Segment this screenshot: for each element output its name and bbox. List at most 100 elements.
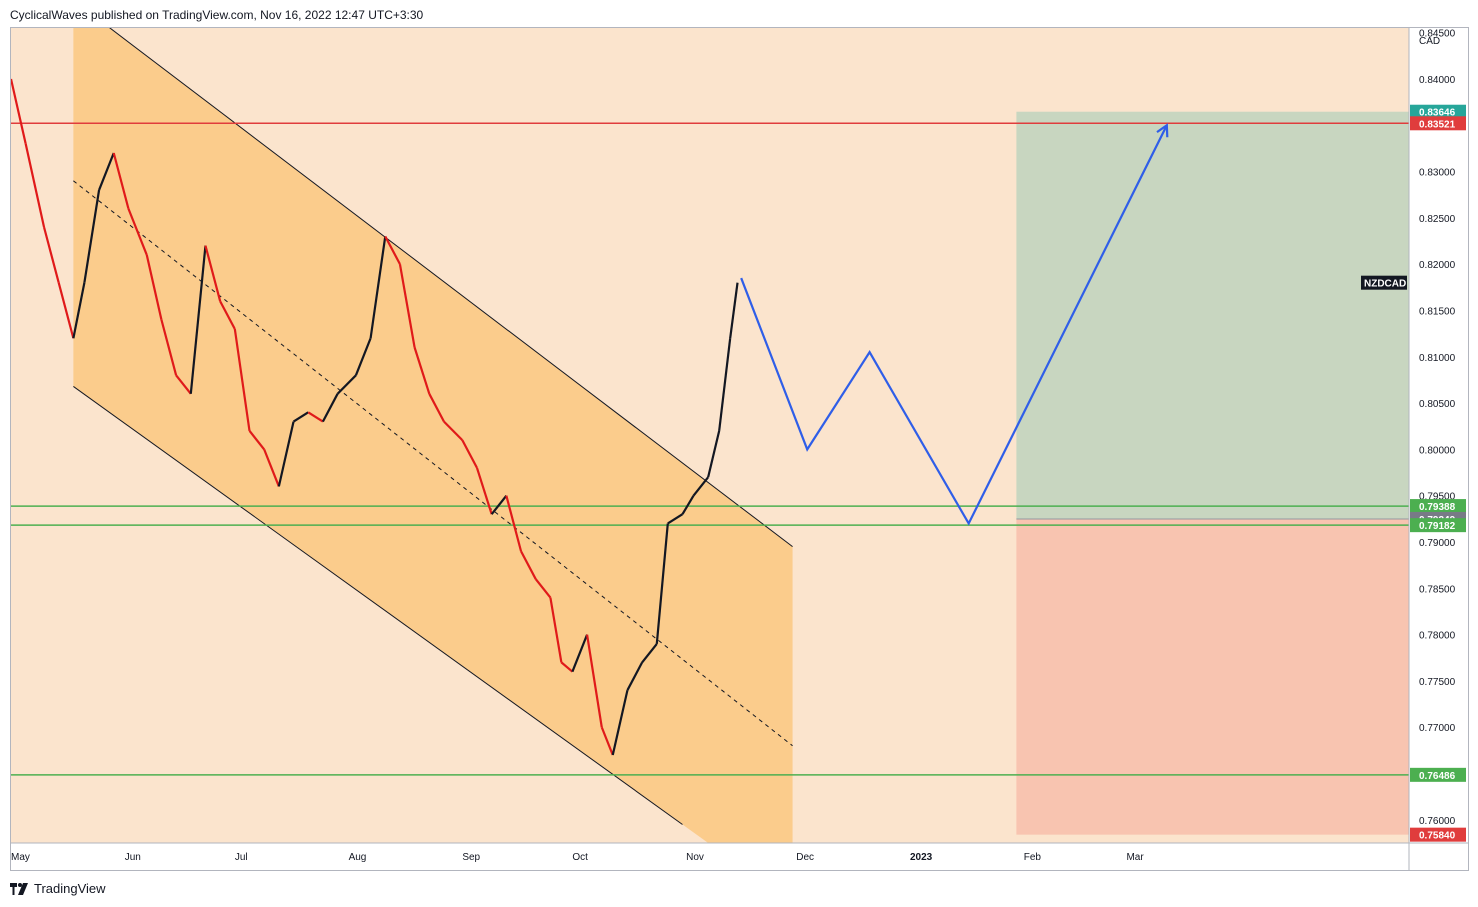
y-tick-label: 0.82500: [1419, 214, 1456, 225]
target-zone: [1016, 111, 1409, 519]
price-segment: [692, 476, 710, 497]
price-segment: [626, 661, 644, 691]
price-segment: [292, 411, 309, 423]
x-tick-label: Nov: [686, 852, 704, 863]
y-tick-label: 0.83000: [1419, 168, 1456, 179]
channel-mid-line: [73, 180, 793, 747]
price-segment: [175, 374, 192, 395]
price-segment: [127, 208, 148, 256]
level-price-label: 0.79388: [1419, 502, 1456, 513]
x-tick-label: Feb: [1024, 852, 1042, 863]
price-segment: [248, 430, 266, 451]
x-tick-label: Jun: [125, 852, 141, 863]
x-tick-label: Oct: [572, 852, 588, 863]
tradingview-logo-icon: [10, 882, 28, 895]
level-price-tag: [1410, 104, 1466, 119]
level-price-tag: [1410, 499, 1466, 514]
y-tick-label: 0.78500: [1419, 584, 1456, 595]
price-segment: [145, 254, 163, 320]
symbol-label: NZDCAD: [1364, 279, 1406, 290]
level-price-tag: [1410, 116, 1466, 131]
price-segment: [534, 578, 552, 599]
price-segment: [354, 337, 372, 376]
y-tick-label: 0.76000: [1419, 816, 1456, 827]
y-tick-label: 0.77500: [1419, 677, 1456, 688]
level-price-tag: [1410, 518, 1466, 533]
price-segment: [72, 282, 86, 339]
price-segment: [571, 634, 589, 673]
price-segment: [718, 338, 732, 431]
price-segment: [655, 523, 669, 644]
price-segment: [398, 263, 416, 348]
channel-upper-line: [109, 28, 793, 548]
price-segment: [307, 411, 324, 423]
price-segment: [667, 513, 684, 525]
publish-attribution: CyclicalWaves published on TradingView.c…: [10, 8, 424, 22]
price-segment: [585, 634, 603, 728]
channel-group: [73, 28, 793, 843]
price-segment: [204, 245, 222, 302]
price-segment: [443, 420, 464, 441]
channel-lower-line: [73, 386, 683, 825]
chart-frame[interactable]: CAD0.845000.840000.835000.830000.825000.…: [10, 27, 1469, 871]
x-tick-label: Aug: [349, 852, 367, 863]
price-segment: [490, 495, 508, 515]
tradingview-brand-text: TradingView: [34, 881, 106, 896]
currency-label: CAD: [1419, 36, 1440, 47]
x-tick-label: May: [11, 852, 30, 863]
price-segment: [189, 245, 207, 394]
price-segment: [600, 726, 614, 756]
x-tick-label: Mar: [1126, 852, 1144, 863]
price-segment: [475, 467, 493, 515]
y-tick-label: 0.80500: [1419, 399, 1456, 410]
price-segment: [681, 495, 695, 515]
symbol-tag: [1361, 275, 1407, 290]
stop-zone: [1016, 518, 1409, 835]
price-segment: [641, 643, 658, 664]
price-segment: [336, 374, 357, 395]
y-tick-label: 0.80000: [1419, 445, 1456, 456]
projection-arrowhead: [1156, 123, 1169, 138]
price-segment: [384, 235, 401, 265]
y-tick-label: 0.84000: [1419, 75, 1456, 86]
y-tick-label: 0.77000: [1419, 723, 1456, 734]
channel-fill: [73, 28, 793, 843]
tradingview-logo[interactable]: TradingView: [10, 881, 106, 896]
price-segment: [461, 439, 478, 469]
price-segment: [321, 393, 339, 423]
x-tick-label: Jul: [235, 852, 248, 863]
level-price-tag: [1410, 767, 1466, 782]
y-tick-label: 0.81500: [1419, 306, 1456, 317]
y-tick-label: 0.84500: [1419, 29, 1456, 40]
price-segment: [505, 495, 523, 552]
price-segment: [24, 143, 46, 228]
y-tick-label: 0.79000: [1419, 538, 1456, 549]
price-chart[interactable]: CAD0.845000.840000.835000.830000.825000.…: [11, 28, 1468, 870]
y-tick-label: 0.81000: [1419, 353, 1456, 364]
level-price-tag: [1410, 827, 1466, 842]
price-segment: [277, 421, 295, 487]
x-tick-label: Sep: [462, 852, 480, 863]
price-segment: [98, 152, 115, 191]
x-tick-label: Dec: [796, 852, 814, 863]
level-price-label: 0.83521: [1419, 119, 1456, 130]
price-segment: [233, 328, 251, 432]
price-segment: [707, 430, 721, 478]
price-segment: [428, 393, 445, 423]
price-segment: [219, 300, 236, 330]
price-segment: [11, 78, 27, 145]
price-segment: [560, 661, 574, 673]
price-segment: [413, 347, 431, 395]
y-tick-label: 0.79500: [1419, 492, 1456, 503]
price-segment: [520, 550, 537, 580]
price-segment: [83, 189, 101, 283]
level-price-label: 0.75840: [1419, 831, 1456, 842]
x-tick-label: 2023: [910, 852, 933, 863]
level-price-label: 0.79182: [1419, 521, 1456, 532]
price-segment: [263, 448, 280, 487]
level-price-label: 0.83646: [1419, 108, 1456, 119]
price-segment: [369, 236, 387, 339]
price-segment: [549, 597, 563, 663]
price-segment: [729, 282, 739, 339]
price-segment: [611, 689, 629, 756]
